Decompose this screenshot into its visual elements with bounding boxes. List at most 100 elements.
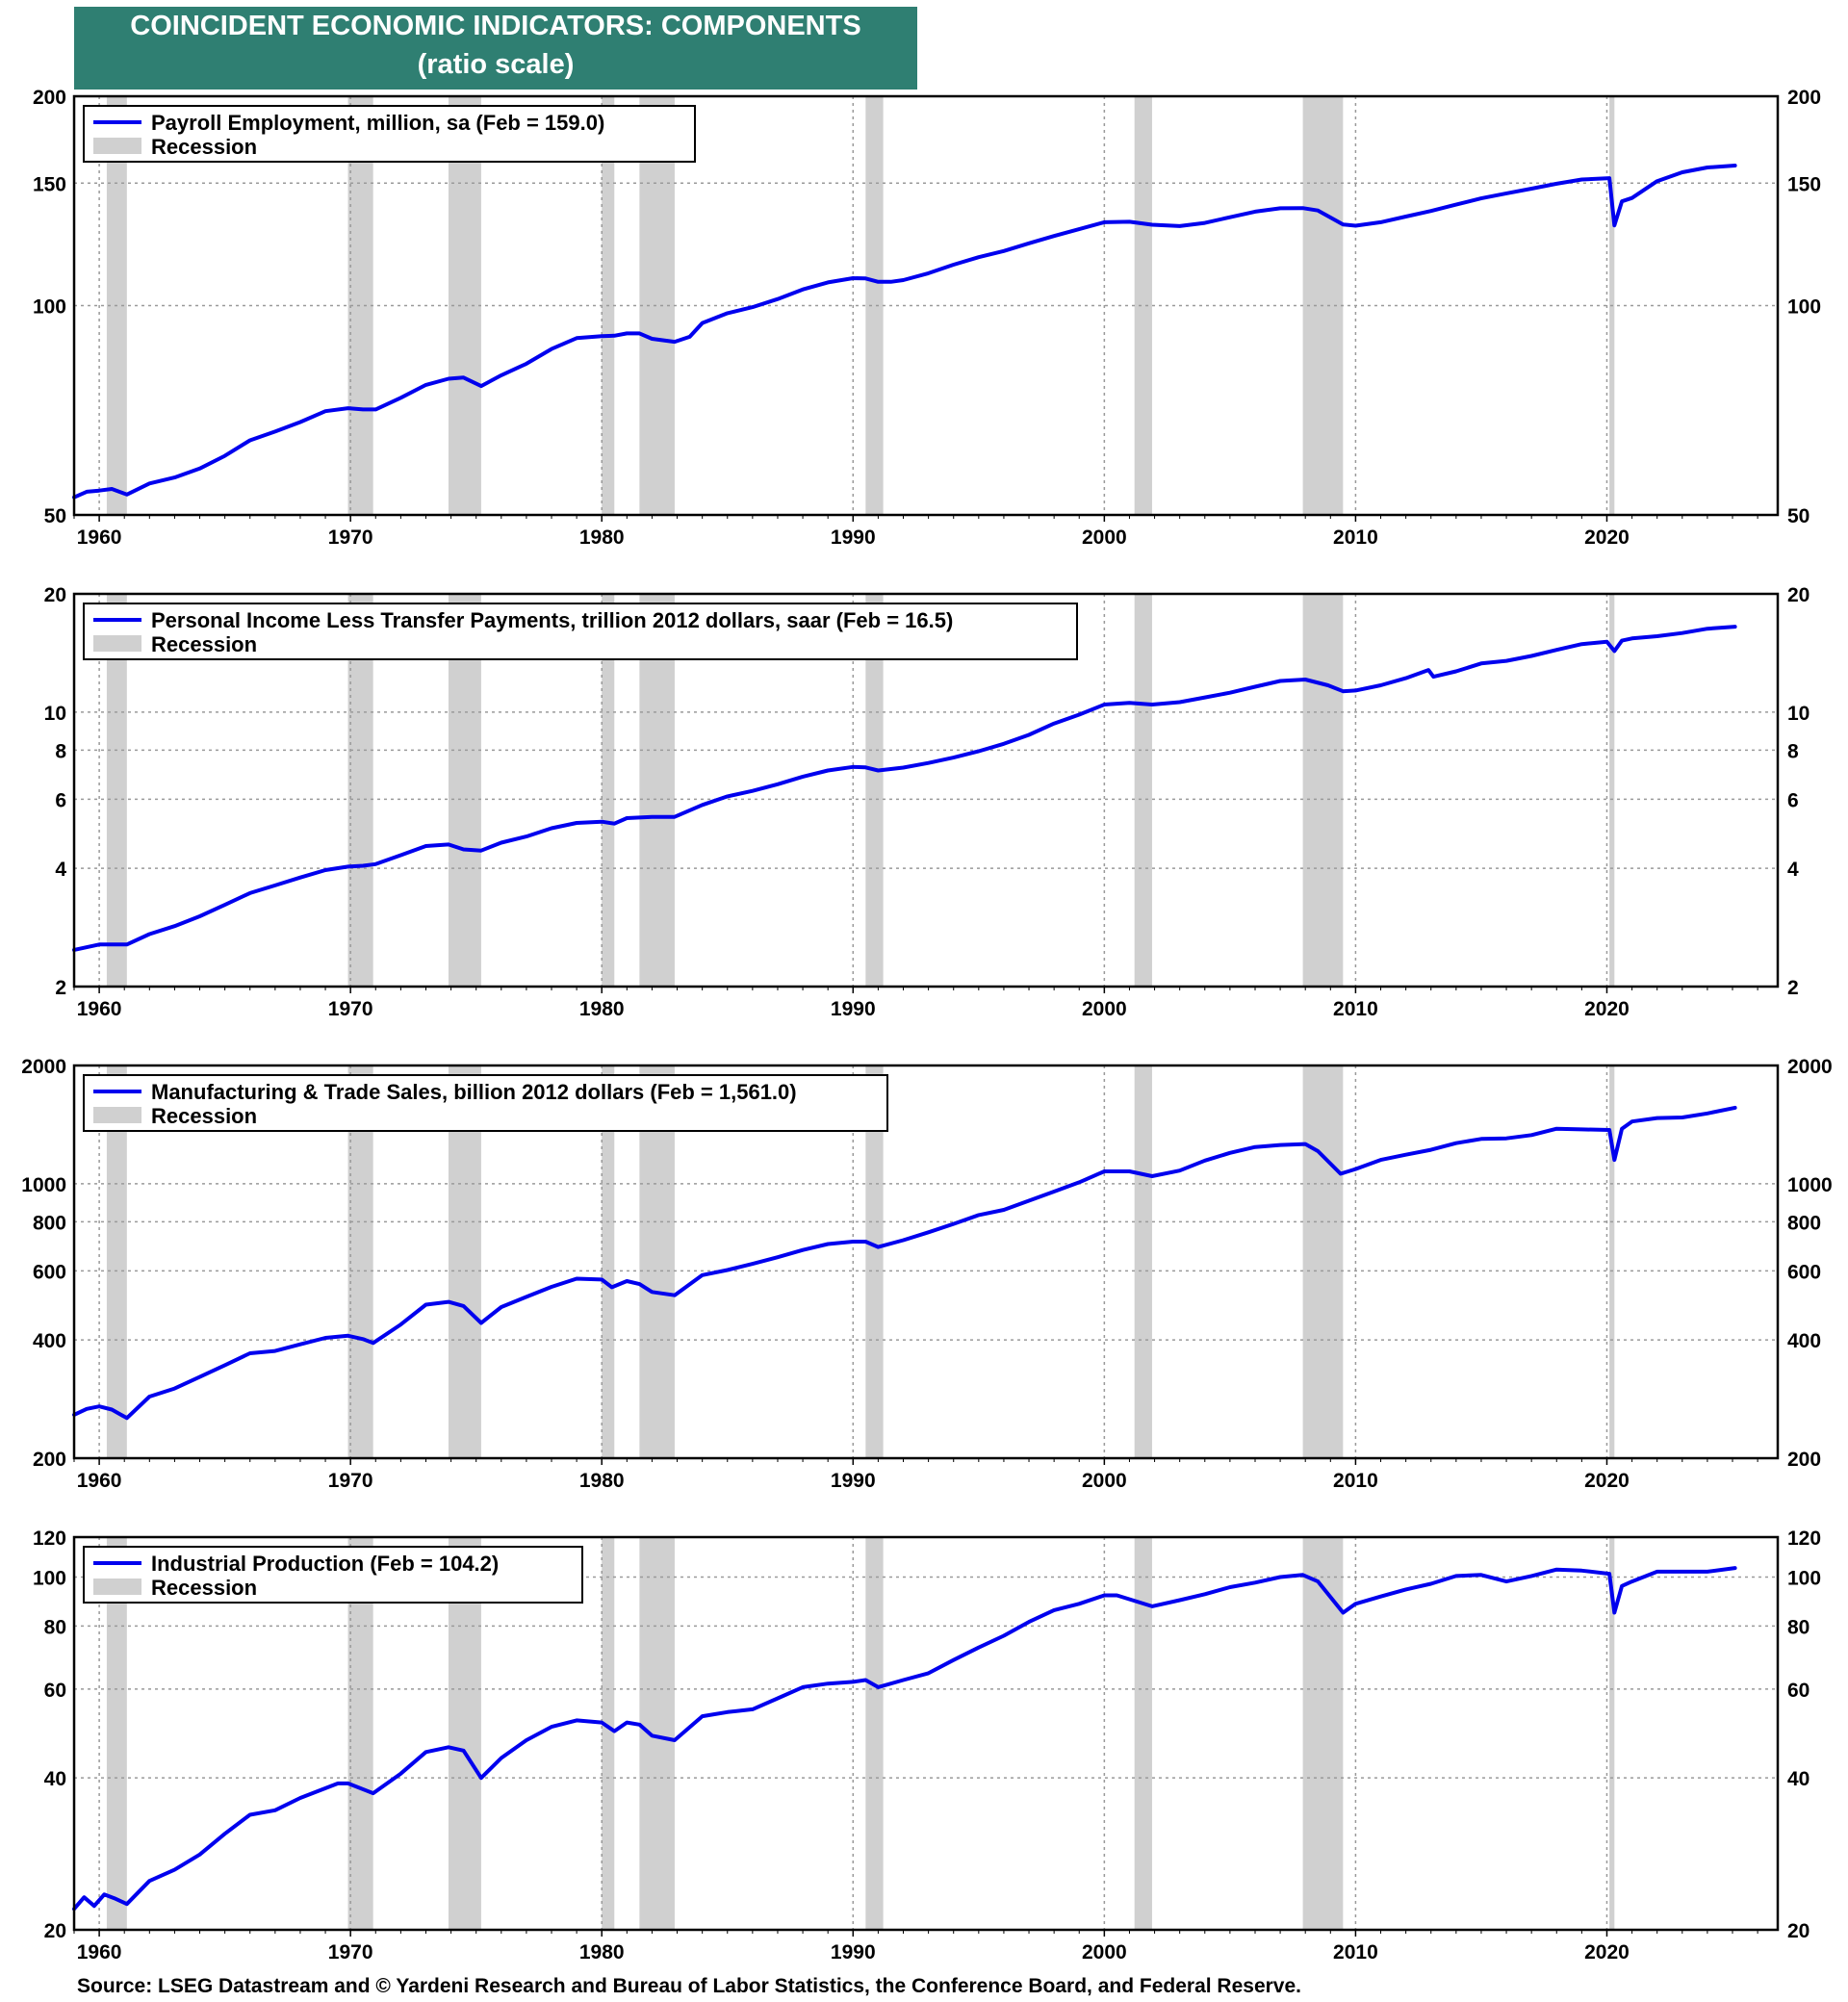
legend-swatch-recession <box>93 138 141 154</box>
x-tick-label: 1990 <box>831 998 876 1020</box>
y-tick-label-right: 600 <box>1787 1261 1821 1283</box>
y-tick-label-left: 800 <box>33 1212 66 1234</box>
legend-series-label: Industrial Production (Feb = 104.2) <box>151 1552 499 1576</box>
x-tick-label: 2000 <box>1082 1941 1127 1964</box>
y-tick-label-left: 1000 <box>21 1174 66 1196</box>
recession-band <box>1302 594 1344 987</box>
legend-swatch-recession <box>93 635 141 652</box>
y-tick-label-right: 50 <box>1787 505 1810 527</box>
y-tick-label-left: 60 <box>44 1680 66 1702</box>
recession-band <box>106 1065 127 1458</box>
x-tick-label: 1970 <box>328 526 373 549</box>
recession-band <box>865 1537 884 1930</box>
plot-frame <box>72 1064 1780 1460</box>
chart-title-box: COINCIDENT ECONOMIC INDICATORS: COMPONEN… <box>74 7 917 90</box>
source-note: Source: LSEG Datastream and © Yardeni Re… <box>77 1975 1301 1997</box>
legend-box <box>83 105 696 163</box>
y-tick-label-right: 2 <box>1787 977 1799 999</box>
x-tick-label: 1960 <box>77 526 122 549</box>
chart-panel-1: 50 50 100 100 150 150 200 200 1960 1970 1980 1990 20… <box>33 87 1821 549</box>
x-tick-label: 2020 <box>1584 526 1630 549</box>
chart-subtitle: (ratio scale) <box>417 49 575 80</box>
x-tick-label: 2020 <box>1584 1470 1630 1492</box>
y-tick-label-left: 8 <box>55 740 66 762</box>
recession-band <box>106 1537 127 1930</box>
y-tick-label-left: 200 <box>33 87 66 109</box>
y-tick-label-right: 120 <box>1787 1527 1821 1550</box>
x-tick-label: 2000 <box>1082 1470 1127 1492</box>
recession-band <box>602 594 615 987</box>
series-line <box>72 164 1737 500</box>
x-tick-label: 2010 <box>1333 998 1378 1020</box>
legend-recession-label: Recession <box>151 632 257 656</box>
chart-title: COINCIDENT ECONOMIC INDICATORS: COMPONEN… <box>130 11 861 41</box>
plot-frame <box>72 1535 1780 1932</box>
x-tick-label: 1960 <box>77 1470 122 1492</box>
y-tick-label-left: 100 <box>33 1568 66 1590</box>
recession-band <box>602 1065 615 1458</box>
y-tick-label-right: 40 <box>1787 1768 1810 1790</box>
recession-band <box>1302 1065 1344 1458</box>
y-tick-label-left: 6 <box>55 789 66 811</box>
series-line <box>72 1566 1737 1912</box>
x-tick-label: 2010 <box>1333 1941 1378 1964</box>
y-tick-label-left: 20 <box>44 1920 66 1942</box>
y-tick-label-right: 10 <box>1787 703 1810 725</box>
x-tick-label: 1990 <box>831 526 876 549</box>
y-tick-label-right: 200 <box>1787 87 1821 109</box>
y-tick-label-left: 150 <box>33 173 66 195</box>
x-tick-label: 1970 <box>328 998 373 1020</box>
chart-panel-3: 200 200 400 400 600 600 800 800 1000 1000 2000 2000… <box>21 1056 1832 1492</box>
y-tick-label-right: 20 <box>1787 1920 1810 1942</box>
y-tick-label-left: 80 <box>44 1616 66 1638</box>
y-tick-label-left: 600 <box>33 1261 66 1283</box>
series-line <box>72 625 1737 952</box>
y-tick-label-right: 100 <box>1787 296 1821 319</box>
recession-band <box>1134 96 1152 515</box>
series-line <box>72 1105 1737 1421</box>
x-tick-label: 2010 <box>1333 1470 1378 1492</box>
legend-recession-label: Recession <box>151 135 257 159</box>
legend-recession-label: Recession <box>151 1104 257 1128</box>
plot-frame <box>72 592 1780 988</box>
recession-band <box>1609 594 1615 987</box>
y-tick-label-left: 10 <box>44 703 66 725</box>
y-tick-label-right: 100 <box>1787 1568 1821 1590</box>
legend-series-label: Manufacturing & Trade Sales, billion 201… <box>151 1080 797 1104</box>
y-tick-label-right: 80 <box>1787 1616 1810 1638</box>
x-tick-label: 1980 <box>579 1470 625 1492</box>
y-tick-label-right: 400 <box>1787 1330 1821 1352</box>
recession-band <box>106 594 127 987</box>
x-tick-label: 1990 <box>831 1941 876 1964</box>
y-tick-label-left: 2000 <box>21 1056 66 1078</box>
recession-band <box>639 1537 675 1930</box>
y-tick-label-right: 6 <box>1787 789 1799 811</box>
x-tick-label: 2020 <box>1584 998 1630 1020</box>
y-tick-label-right: 20 <box>1787 584 1810 606</box>
y-tick-label-right: 1000 <box>1787 1174 1833 1196</box>
x-tick-label: 2000 <box>1082 998 1127 1020</box>
recession-band <box>1302 1537 1344 1930</box>
recession-band <box>1134 594 1152 987</box>
recession-band <box>1134 1065 1152 1458</box>
y-tick-label-right: 8 <box>1787 740 1799 762</box>
legend-swatch-recession <box>93 1578 141 1595</box>
x-tick-label: 1960 <box>77 1941 122 1964</box>
x-tick-label: 1980 <box>579 526 625 549</box>
recession-band <box>1134 1537 1152 1930</box>
x-tick-label: 2010 <box>1333 526 1378 549</box>
recession-band <box>602 1537 615 1930</box>
y-tick-label-left: 100 <box>33 296 66 319</box>
y-tick-label-left: 120 <box>33 1527 66 1550</box>
recession-band <box>865 594 884 987</box>
y-tick-label-left: 200 <box>33 1449 66 1471</box>
y-tick-label-left: 4 <box>55 859 66 881</box>
legend-box <box>83 603 1078 660</box>
x-tick-label: 1970 <box>328 1941 373 1964</box>
legend-series-label: Personal Income Less Transfer Payments, … <box>151 608 953 632</box>
plot-frame <box>72 94 1780 517</box>
legend-box <box>83 1074 888 1132</box>
y-tick-label-left: 400 <box>33 1330 66 1352</box>
y-tick-label-right: 800 <box>1787 1212 1821 1234</box>
